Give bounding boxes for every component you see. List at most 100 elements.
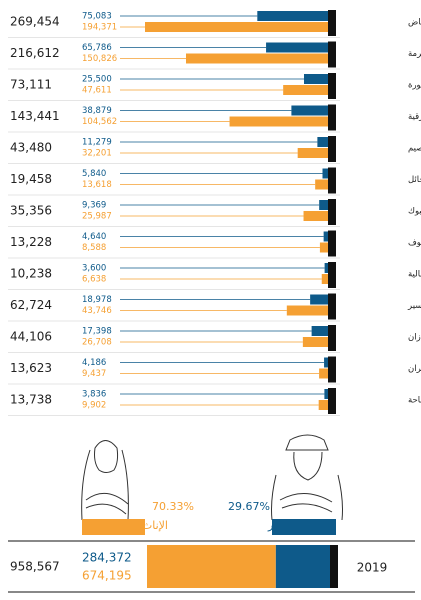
region-label: المنطقة الشرقية [408,112,421,122]
region-label: القصيم [408,144,421,154]
axis-bar [328,262,336,288]
bar [311,326,328,336]
bar [257,11,328,21]
bar [321,274,328,284]
bar [324,357,328,368]
bar [286,305,328,316]
region-total: 13,623 [10,361,52,375]
bar [319,242,328,253]
region-total: 73,111 [10,78,52,92]
region-label: جازان [408,333,421,343]
bar [324,263,328,273]
axis-bar [328,356,336,383]
value-label: 11,279 [82,138,112,148]
summary-bar [275,545,330,588]
value-label: 4,640 [82,232,106,242]
region-label: نجران [408,364,421,374]
value-label: 26,708 [82,338,112,348]
value-label: 65,786 [82,43,112,53]
region-total: 44,106 [10,330,52,344]
series-name: الإناث [142,519,168,532]
value-label: 9,902 [82,401,106,411]
region-total: 19,458 [10,172,52,186]
legend-swatch [82,519,145,535]
axis-bar [328,325,336,351]
value-label: 38,879 [82,106,112,116]
bar [319,368,328,379]
female-figure [81,440,129,521]
bar [297,148,328,158]
region-total: 10,238 [10,267,52,281]
value-label: 8,588 [82,243,106,253]
share-label: 29.67% [228,500,270,513]
bar [319,200,328,210]
region-total: 43,480 [10,141,52,155]
axis-bar [328,73,336,99]
bar [303,211,328,221]
value-label: 6,638 [82,275,106,285]
value-label: 13,618 [82,180,112,190]
value-label: 9,369 [82,201,106,211]
region-total: 62,724 [10,298,52,312]
region-total: 269,454 [10,15,60,29]
value-label: 104,562 [82,117,117,127]
bar [185,53,328,64]
bar [317,137,328,147]
summary-bar [147,545,276,588]
value-label: 9,437 [82,369,106,379]
value-label: 17,398 [82,327,112,337]
region-label: المدينة المنورة [408,81,421,91]
bar [323,231,328,242]
region-label: الرياض [408,18,421,28]
axis-bar [328,230,336,257]
bar [322,168,328,179]
region-total: 216,612 [10,46,60,60]
value-label: 32,201 [82,149,112,159]
region-total: 13,228 [10,235,52,249]
bar [310,294,328,305]
region-total: 13,738 [10,393,52,407]
region-label: حائل [408,175,421,185]
value-label: 5,840 [82,169,106,179]
bar [229,116,328,127]
region-total: 35,356 [10,204,52,218]
bar [283,85,328,95]
value-label: 25,987 [82,212,112,222]
value-label: 25,500 [82,75,112,85]
bar [302,337,328,347]
bar [266,42,328,53]
legend-swatch [272,519,336,535]
value-label: 47,611 [82,86,112,96]
year-label: 2019 [357,561,388,575]
axis-bar [328,293,336,320]
axis-bar [328,41,336,68]
bar [145,22,328,32]
axis-bar [328,136,336,162]
bar [324,389,328,399]
region-label: تبوك [408,207,421,217]
value-label: 75,083 [82,12,112,22]
share-label: 70.33% [152,500,194,513]
region-label: مكة المكرمة [408,49,421,59]
axis-bar [328,104,336,131]
value-label: 194,371 [82,23,117,33]
value-label: 150,826 [82,54,117,64]
value-label: 3,836 [82,390,106,400]
bar [318,400,328,410]
value-label: 43,746 [82,306,112,316]
grand-total: 958,567 [10,560,60,574]
axis-bar [328,388,336,414]
axis-bar [328,10,336,36]
region-label: الحدود الشمالية [408,270,421,280]
bar [315,179,328,190]
value-label: 4,186 [82,358,106,368]
region-label: عسير [407,301,421,311]
series-total: 284,372 [82,551,132,565]
bar [291,105,328,116]
value-label: 18,978 [82,295,112,305]
value-label: 3,600 [82,264,106,274]
male-figure [271,434,343,521]
bar [303,74,328,84]
region-label: الجوف [408,238,421,248]
